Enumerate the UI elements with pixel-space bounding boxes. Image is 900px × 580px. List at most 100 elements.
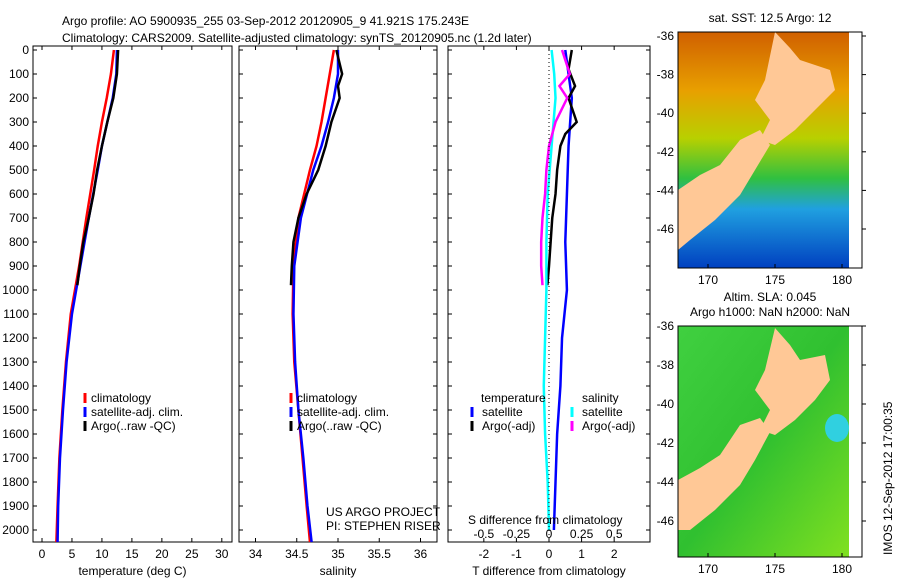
series-line-argo-raw-qc- [289, 49, 344, 286]
y-tick-label: 1700 [2, 451, 29, 465]
title-line1: Argo profile: AO 5900935_255 03-Sep-2012… [62, 14, 469, 28]
land-south-island [678, 418, 770, 530]
pi-annotation: PI: STEPHEN RISER [326, 519, 441, 533]
x-axis-label-2: S difference from climatology [468, 513, 623, 527]
series-line-s-argo-adj- [539, 49, 572, 286]
y-tick-label: 1200 [2, 331, 29, 345]
x-tick-label: 35.5 [368, 547, 392, 561]
x-tick-label: 34 [249, 547, 263, 561]
y-tick-label: 1900 [2, 499, 29, 513]
land-north-island [755, 328, 830, 435]
series-line-t-argo-adj- [546, 49, 579, 286]
legend-label: satellite [482, 405, 523, 419]
sla-map-title: Altim. SLA: 0.045 [724, 290, 817, 304]
x-tick-label: 5 [69, 547, 76, 561]
lat-tick-label: -36 [657, 319, 675, 333]
profile-panel-2: 34 34.5 35 35.5 36 salinity climatologysatelli… [238, 45, 441, 578]
lat-tick-label: -44 [657, 183, 675, 197]
lon-tick-label: 175 [765, 273, 785, 287]
x-tick-label: 30 [215, 547, 229, 561]
legend-label: satellite-adj. clim. [91, 405, 183, 419]
y-tick-label: 1100 [3, 307, 29, 321]
x-tick-label: 1 [578, 547, 585, 561]
legend-label: Argo(-adj) [482, 419, 535, 433]
lon-tick-label: 170 [698, 562, 718, 576]
lat-tick-label: -42 [657, 436, 675, 450]
lat-tick-label: -46 [657, 222, 675, 236]
x-tick-label: 35 [331, 547, 345, 561]
x-axis-label: temperature (deg C) [78, 564, 186, 578]
y-tick-label: 1600 [2, 427, 29, 441]
lon-tick-label: 180 [832, 562, 852, 576]
x-axis-label: T difference from climatology [472, 564, 626, 578]
x2-tick-label: 0.5 [606, 527, 623, 541]
x-tick-label: 20 [155, 547, 169, 561]
x-tick-label: 2 [611, 547, 618, 561]
x-axis-label: salinity [320, 564, 357, 578]
x-tick-label: 10 [95, 547, 109, 561]
land-north-island [755, 32, 835, 145]
lat-tick-label: -46 [657, 514, 675, 528]
land-south-island [678, 130, 770, 250]
lat-tick-label: -38 [657, 358, 675, 372]
x2-tick-label: -0.5 [473, 527, 494, 541]
title-line2: Climatology: CARS2009. Satellite-adjuste… [62, 31, 532, 45]
legend-label: Argo(-adj) [582, 419, 635, 433]
y-tick-label: 800 [9, 235, 29, 249]
legend-label: climatology [91, 391, 151, 405]
y-tick-label: 200 [9, 91, 29, 105]
x-tick-label: -2 [479, 547, 490, 561]
lat-tick-label: -42 [657, 145, 675, 159]
x-tick-label: 15 [125, 547, 139, 561]
lat-tick-label: -38 [657, 68, 675, 82]
lon-tick-label: 170 [698, 273, 718, 287]
project-annotation: US ARGO PROJECT [326, 505, 441, 519]
y-tick-label: 0 [22, 43, 29, 57]
y-tick-label: 1400 [2, 379, 29, 393]
x2-tick-label: 0.25 [570, 527, 594, 541]
imos-timestamp: IMOS 12-Sep-2012 17:00:35 [881, 401, 895, 555]
y-tick-label: 700 [9, 211, 29, 225]
y-tick-label: 1500 [2, 403, 29, 417]
legend-label: satellite-adj. clim. [297, 405, 389, 419]
x2-tick-label: -0.25 [503, 527, 531, 541]
legend-label: satellite [582, 405, 623, 419]
y-tick-label: 300 [9, 115, 29, 129]
x-tick-label: 36 [414, 547, 428, 561]
sst-map [677, 31, 863, 269]
lon-tick-label: 175 [765, 562, 785, 576]
lat-tick-label: -36 [657, 29, 675, 43]
x-tick-label: -1 [511, 547, 522, 561]
legend-label: Argo(..raw -QC) [297, 419, 382, 433]
profile-panel-1: 0100200300400500600700800900100011001200… [2, 43, 233, 578]
series-line-argo-raw-qc- [76, 49, 120, 286]
y-tick-label: 1800 [2, 475, 29, 489]
x2-tick-label: 0 [546, 527, 553, 541]
x-tick-label: 34.5 [285, 547, 309, 561]
lat-tick-label: -40 [657, 106, 675, 120]
y-tick-label: 500 [9, 163, 29, 177]
lat-tick-label: -44 [657, 475, 675, 489]
x-tick-label: 25 [185, 547, 199, 561]
series-line-satellite-adj-clim- [292, 50, 340, 543]
x-tick-label: 0 [546, 547, 553, 561]
series-line-climatology [55, 49, 116, 543]
lon-tick-label: 180 [832, 273, 852, 287]
y-tick-label: 2000 [2, 523, 29, 537]
legend-title-temperature: temperature [481, 391, 546, 405]
x-tick-label: 0 [39, 547, 46, 561]
y-tick-label: 100 [9, 67, 29, 81]
y-tick-label: 400 [9, 139, 29, 153]
sla-map-subtitle: Argo h1000: NaN h2000: NaN [690, 305, 850, 319]
series-line-t-satellite [552, 49, 574, 531]
plot-frame [238, 45, 438, 543]
y-tick-label: 600 [9, 187, 29, 201]
y-tick-label: 900 [9, 259, 29, 273]
legend-title-salinity: salinity [582, 391, 619, 405]
y-tick-label: 1300 [2, 355, 29, 369]
legend-label: Argo(..raw -QC) [91, 419, 176, 433]
series-line-s-satellite [542, 49, 557, 531]
profile-panel-3: -2 -1 0 1 2 T difference from climatology temp… [447, 45, 651, 578]
